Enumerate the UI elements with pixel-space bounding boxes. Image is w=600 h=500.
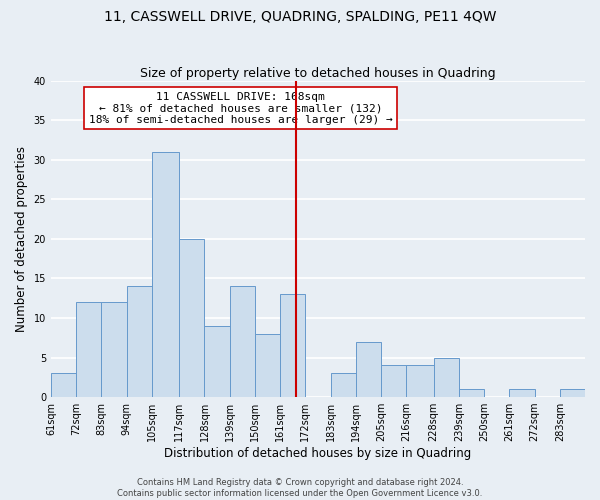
Y-axis label: Number of detached properties: Number of detached properties bbox=[15, 146, 28, 332]
Bar bbox=[280, 294, 305, 397]
Text: Contains HM Land Registry data © Crown copyright and database right 2024.
Contai: Contains HM Land Registry data © Crown c… bbox=[118, 478, 482, 498]
Text: 11, CASSWELL DRIVE, QUADRING, SPALDING, PE11 4QW: 11, CASSWELL DRIVE, QUADRING, SPALDING, … bbox=[104, 10, 496, 24]
Bar bbox=[127, 286, 152, 397]
Bar bbox=[179, 239, 205, 397]
Title: Size of property relative to detached houses in Quadring: Size of property relative to detached ho… bbox=[140, 66, 496, 80]
Bar bbox=[101, 302, 127, 397]
Bar bbox=[331, 374, 356, 397]
Bar bbox=[434, 358, 459, 397]
Bar bbox=[230, 286, 255, 397]
Bar bbox=[51, 374, 76, 397]
Text: 11 CASSWELL DRIVE: 168sqm
← 81% of detached houses are smaller (132)
18% of semi: 11 CASSWELL DRIVE: 168sqm ← 81% of detac… bbox=[89, 92, 392, 125]
Bar bbox=[381, 366, 406, 397]
Bar bbox=[406, 366, 434, 397]
Bar bbox=[76, 302, 101, 397]
Bar bbox=[205, 326, 230, 397]
Bar bbox=[152, 152, 179, 397]
Bar bbox=[356, 342, 381, 397]
Bar bbox=[459, 389, 484, 397]
Bar bbox=[560, 389, 585, 397]
X-axis label: Distribution of detached houses by size in Quadring: Distribution of detached houses by size … bbox=[164, 447, 472, 460]
Bar bbox=[255, 334, 280, 397]
Bar bbox=[509, 389, 535, 397]
